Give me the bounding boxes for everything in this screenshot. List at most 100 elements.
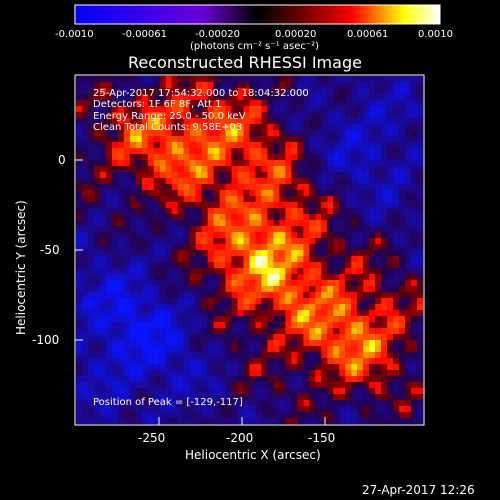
heatmap-cell bbox=[267, 352, 274, 359]
heatmap-cell bbox=[261, 298, 268, 305]
heatmap-cell bbox=[177, 118, 184, 125]
heatmap-cell bbox=[117, 340, 125, 347]
heatmap-cell bbox=[171, 418, 178, 425]
heatmap-cell bbox=[81, 118, 89, 125]
heatmap-cell bbox=[105, 358, 113, 365]
heatmap-cell bbox=[135, 148, 142, 155]
heatmap-cell bbox=[249, 118, 256, 125]
heatmap-cell bbox=[237, 358, 244, 365]
heatmap-cell bbox=[99, 352, 107, 359]
heatmap-cell bbox=[405, 160, 412, 167]
heatmap-cell bbox=[141, 310, 148, 317]
heatmap-cell bbox=[381, 340, 388, 347]
heatmap-cell bbox=[357, 226, 364, 233]
heatmap-cell bbox=[327, 292, 334, 299]
heatmap-cell bbox=[255, 346, 262, 353]
heatmap-cell bbox=[285, 286, 292, 293]
heatmap-cell bbox=[171, 358, 178, 365]
heatmap-cell bbox=[135, 160, 142, 167]
heatmap-cell bbox=[147, 346, 154, 353]
heatmap-cell bbox=[177, 178, 184, 185]
heatmap-cell bbox=[297, 130, 304, 137]
heatmap-cell bbox=[147, 112, 154, 119]
heatmap-cell bbox=[345, 334, 352, 341]
heatmap-cell bbox=[279, 346, 286, 353]
heatmap-cell bbox=[201, 418, 208, 425]
heatmap-cell bbox=[135, 328, 142, 335]
heatmap-cell bbox=[351, 304, 358, 311]
heatmap-cell bbox=[255, 202, 262, 209]
heatmap-cell bbox=[375, 310, 382, 317]
heatmap-cell bbox=[237, 208, 244, 215]
heatmap-cell bbox=[87, 226, 95, 233]
heatmap-cell bbox=[105, 370, 113, 377]
heatmap-cell bbox=[207, 112, 214, 119]
heatmap-cell bbox=[183, 382, 190, 389]
heatmap-cell bbox=[165, 376, 172, 383]
heatmap-cell bbox=[93, 352, 101, 359]
heatmap-cell bbox=[399, 346, 406, 353]
heatmap-cell bbox=[297, 100, 304, 107]
heatmap-cell bbox=[207, 226, 214, 233]
heatmap-cell bbox=[171, 118, 178, 125]
heatmap-cell bbox=[231, 124, 238, 131]
heatmap-cell bbox=[339, 196, 346, 203]
heatmap-cell bbox=[393, 94, 400, 101]
heatmap-cell bbox=[195, 202, 202, 209]
heatmap-cell bbox=[159, 310, 166, 317]
heatmap-cell bbox=[291, 346, 298, 353]
heatmap-cell bbox=[261, 154, 268, 161]
heatmap-cell bbox=[171, 88, 178, 95]
heatmap-cell bbox=[321, 190, 328, 197]
heatmap-cell bbox=[411, 262, 418, 269]
heatmap-cell bbox=[123, 136, 130, 143]
heatmap-cell bbox=[297, 208, 304, 215]
heatmap-cell bbox=[411, 220, 418, 227]
heatmap-cell bbox=[105, 166, 113, 173]
overlay-energy-range: Energy Range: 25.0 - 50.0 keV bbox=[93, 111, 246, 122]
heatmap-cell bbox=[381, 214, 388, 221]
heatmap-cell bbox=[297, 214, 304, 221]
heatmap-cell bbox=[297, 286, 304, 293]
heatmap-cell bbox=[375, 184, 382, 191]
heatmap-cell bbox=[165, 418, 172, 425]
heatmap-cell bbox=[369, 286, 376, 293]
heatmap-cell bbox=[105, 418, 113, 425]
heatmap-cell bbox=[369, 178, 376, 185]
heatmap-cell bbox=[303, 238, 310, 245]
heatmap-cell bbox=[76, 154, 83, 161]
heatmap-cell bbox=[213, 256, 220, 263]
heatmap-cell bbox=[309, 256, 316, 263]
heatmap-cell bbox=[291, 142, 298, 149]
heatmap-cell bbox=[147, 214, 154, 221]
heatmap-cell bbox=[99, 202, 107, 209]
heatmap-cell bbox=[159, 142, 166, 149]
heatmap-cell bbox=[153, 358, 160, 365]
heatmap-cell bbox=[279, 148, 286, 155]
heatmap-cell bbox=[201, 328, 208, 335]
heatmap-cell bbox=[327, 256, 334, 263]
heatmap-cell bbox=[93, 280, 101, 287]
heatmap-cell bbox=[237, 304, 244, 311]
heatmap-cell bbox=[183, 328, 190, 335]
heatmap-cell bbox=[141, 286, 148, 293]
heatmap-cell bbox=[87, 316, 95, 323]
heatmap-cell bbox=[231, 82, 238, 89]
heatmap-cell bbox=[111, 100, 119, 107]
heatmap-cell bbox=[93, 220, 101, 227]
heatmap-cell bbox=[76, 244, 83, 251]
heatmap-cell bbox=[153, 178, 160, 185]
heatmap-cell bbox=[135, 238, 142, 245]
heatmap-cell bbox=[315, 268, 322, 275]
heatmap-cell bbox=[303, 226, 310, 233]
heatmap-cell bbox=[117, 196, 125, 203]
heatmap-cell bbox=[321, 262, 328, 269]
heatmap-cell bbox=[375, 244, 382, 251]
heatmap-cell bbox=[87, 358, 95, 365]
heatmap-cell bbox=[177, 340, 184, 347]
heatmap-cell bbox=[129, 292, 136, 299]
heatmap-cell bbox=[237, 382, 244, 389]
heatmap-cell bbox=[273, 178, 280, 185]
heatmap-cell bbox=[105, 304, 113, 311]
heatmap-cell bbox=[333, 172, 340, 179]
